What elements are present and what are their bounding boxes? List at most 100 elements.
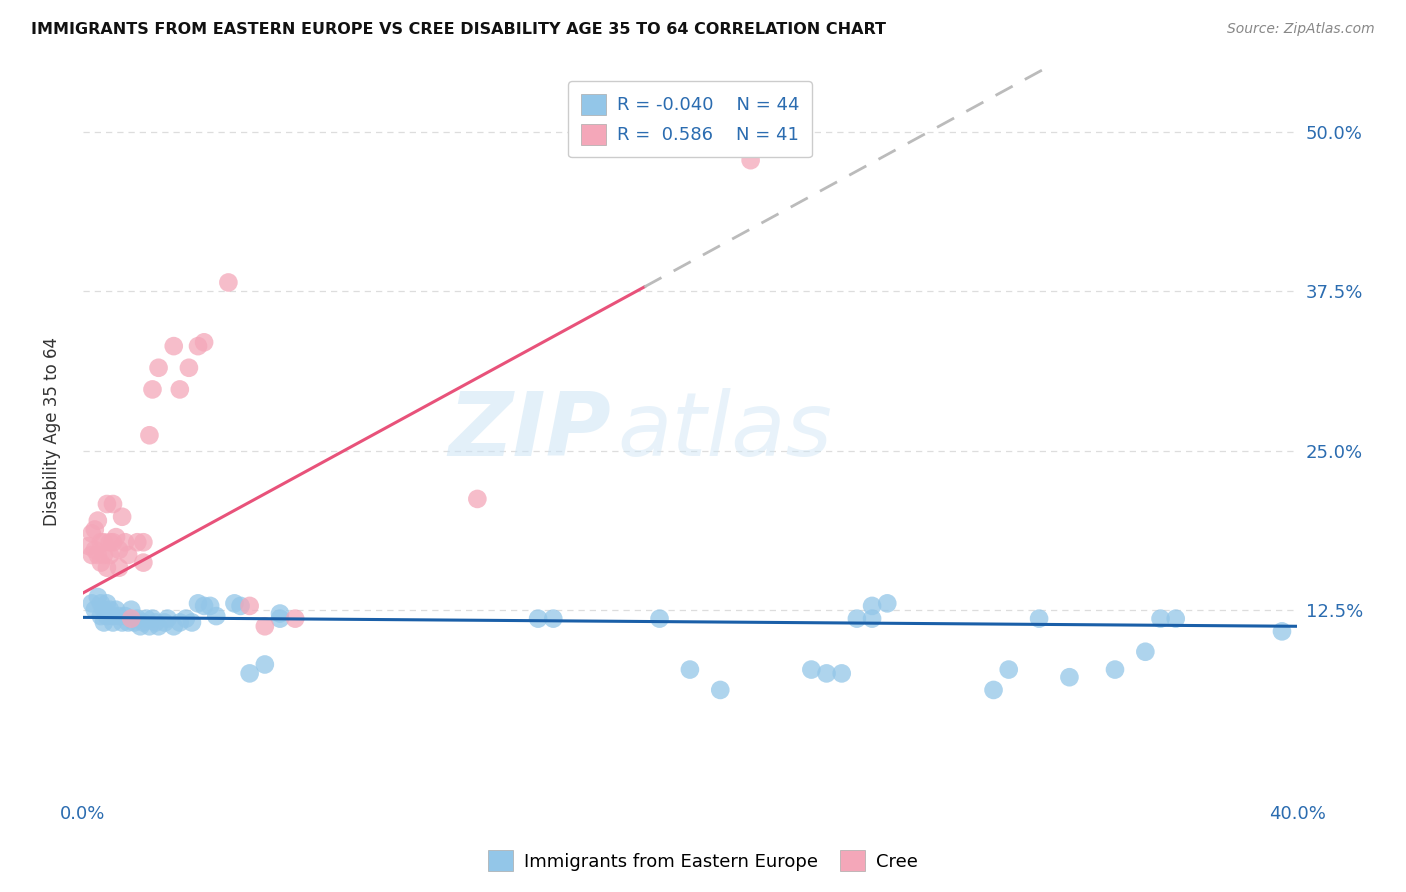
Text: ZIP: ZIP — [449, 388, 612, 475]
Point — [169, 383, 191, 397]
Point — [108, 609, 131, 624]
Point — [87, 514, 110, 528]
Point — [132, 615, 155, 630]
Point — [156, 612, 179, 626]
Point — [1104, 663, 1126, 677]
Point — [177, 360, 200, 375]
Point — [80, 548, 103, 562]
Point — [269, 607, 291, 621]
Point — [709, 682, 731, 697]
Point — [983, 682, 1005, 697]
Point — [90, 609, 112, 624]
Point — [253, 657, 276, 672]
Point — [90, 556, 112, 570]
Point — [845, 612, 868, 626]
Point — [1059, 670, 1081, 684]
Legend: R = -0.040    N = 44, R =  0.586    N = 41: R = -0.040 N = 44, R = 0.586 N = 41 — [568, 81, 811, 157]
Point — [120, 612, 142, 626]
Point — [96, 560, 118, 574]
Point — [229, 599, 252, 613]
Point — [108, 560, 131, 574]
Point — [181, 615, 204, 630]
Point — [648, 612, 671, 626]
Point — [90, 535, 112, 549]
Point — [101, 615, 124, 630]
Point — [127, 535, 149, 549]
Point — [93, 603, 115, 617]
Point — [132, 535, 155, 549]
Point — [1135, 645, 1157, 659]
Text: Source: ZipAtlas.com: Source: ZipAtlas.com — [1227, 22, 1375, 37]
Point — [135, 612, 157, 626]
Point — [101, 497, 124, 511]
Point — [145, 615, 167, 630]
Point — [1271, 624, 1294, 639]
Point — [105, 530, 128, 544]
Point — [997, 663, 1019, 677]
Point — [101, 609, 124, 624]
Point — [96, 596, 118, 610]
Point — [148, 619, 170, 633]
Point — [187, 339, 209, 353]
Point — [93, 615, 115, 630]
Point — [98, 535, 121, 549]
Point — [101, 535, 124, 549]
Point — [114, 535, 136, 549]
Point — [815, 666, 838, 681]
Point — [96, 609, 118, 624]
Point — [127, 612, 149, 626]
Point — [198, 599, 221, 613]
Point — [163, 339, 186, 353]
Point — [98, 603, 121, 617]
Point — [193, 599, 215, 613]
Point — [187, 596, 209, 610]
Point — [138, 428, 160, 442]
Point — [831, 666, 853, 681]
Point — [174, 612, 197, 626]
Point — [860, 599, 883, 613]
Point — [153, 615, 176, 630]
Point — [83, 603, 105, 617]
Point — [105, 603, 128, 617]
Point — [80, 526, 103, 541]
Point — [1164, 612, 1187, 626]
Point — [111, 615, 134, 630]
Point — [860, 612, 883, 626]
Point — [527, 612, 550, 626]
Point — [224, 596, 246, 610]
Point — [129, 619, 152, 633]
Point — [83, 523, 105, 537]
Point — [1028, 612, 1050, 626]
Point — [93, 548, 115, 562]
Point — [98, 548, 121, 562]
Point — [253, 619, 276, 633]
Point — [269, 612, 291, 626]
Point — [93, 535, 115, 549]
Point — [96, 497, 118, 511]
Point — [108, 542, 131, 557]
Point — [132, 556, 155, 570]
Point — [80, 596, 103, 610]
Point — [111, 509, 134, 524]
Point — [141, 383, 163, 397]
Point — [193, 335, 215, 350]
Point — [83, 542, 105, 557]
Point — [77, 539, 100, 553]
Point — [467, 491, 489, 506]
Point — [740, 153, 762, 168]
Text: atlas: atlas — [617, 388, 832, 475]
Point — [87, 548, 110, 562]
Point — [800, 663, 823, 677]
Point — [1149, 612, 1171, 626]
Point — [90, 596, 112, 610]
Point — [239, 599, 262, 613]
Point — [876, 596, 898, 610]
Point — [205, 609, 228, 624]
Point — [120, 603, 142, 617]
Point — [117, 615, 139, 630]
Point — [217, 276, 239, 290]
Point — [138, 619, 160, 633]
Y-axis label: Disability Age 35 to 64: Disability Age 35 to 64 — [44, 337, 60, 526]
Point — [169, 615, 191, 630]
Point — [122, 615, 145, 630]
